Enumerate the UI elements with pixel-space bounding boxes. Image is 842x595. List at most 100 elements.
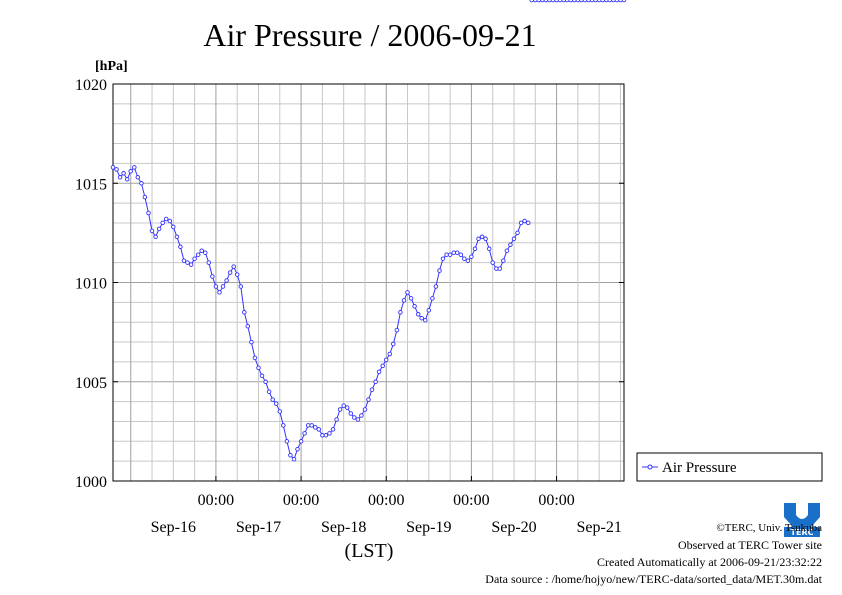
pressure-point — [437, 268, 442, 273]
pressure-point — [447, 252, 453, 257]
y-tick-labels: 1000 1005 1010 1015 1020 — [75, 77, 107, 491]
pressure-point — [614, 0, 620, 3]
pressure-point — [391, 341, 396, 347]
pressure-point — [156, 226, 162, 232]
pressure-point — [256, 365, 261, 371]
pressure-point — [114, 167, 119, 172]
pressure-point — [415, 312, 421, 317]
pressure-point — [515, 230, 520, 236]
pressure-point — [171, 224, 176, 230]
data-source-text: Data source : /home/hojyo/new/TERC-data/… — [485, 572, 822, 586]
pressure-point — [557, 0, 563, 3]
pressure-point — [387, 351, 393, 357]
pressure-point — [398, 310, 403, 315]
pressure-point — [426, 308, 432, 313]
pressure-point — [188, 262, 194, 267]
pressure-point — [462, 256, 467, 261]
pressure-point — [295, 446, 300, 452]
pressure-point — [238, 284, 244, 289]
pressure-point — [181, 258, 187, 263]
pressure-point — [298, 439, 304, 444]
legend-label: Air Pressure — [662, 460, 737, 476]
time-tick-label: 00:00 — [453, 492, 489, 509]
pressure-point — [458, 252, 464, 257]
chart-title: Air Pressure / 2006-09-21 — [203, 17, 536, 53]
pressure-point — [146, 210, 151, 216]
pressure-point — [121, 171, 126, 176]
pressure-point — [564, 0, 570, 3]
pressure-point — [344, 405, 350, 410]
pressure-point — [195, 252, 201, 257]
pressure-point — [334, 417, 339, 422]
pressure-point — [401, 298, 407, 303]
pressure-point — [316, 427, 322, 432]
time-tick-label: 00:00 — [538, 492, 574, 509]
date-tick-label: Sep-21 — [576, 519, 621, 536]
pressure-point — [355, 417, 361, 422]
pressure-point — [550, 0, 556, 3]
legend-box — [636, 452, 823, 482]
legend-marker-swatch — [647, 464, 653, 470]
pressure-point — [525, 220, 531, 226]
pressure-point — [596, 0, 602, 3]
pressure-point — [227, 270, 233, 275]
pressure-point — [376, 369, 382, 375]
pressure-point — [163, 216, 169, 222]
pressure-point — [167, 218, 173, 224]
y-tick-label: 1010 — [75, 276, 107, 293]
grid-lines — [113, 84, 624, 481]
pressure-point — [263, 379, 268, 385]
pressure-point — [302, 431, 307, 436]
y-axis-label: [hPa] — [95, 59, 128, 74]
created-text: Created Automatically at 2006-09-21/23:3… — [597, 555, 822, 569]
pressure-point — [178, 244, 183, 250]
pressure-point — [611, 0, 616, 3]
pressure-point — [504, 248, 510, 253]
pressure-point — [568, 0, 574, 3]
pressure-point — [281, 423, 286, 428]
axis-ticks — [113, 83, 624, 482]
date-tick-label: Sep-17 — [236, 519, 281, 536]
pressure-point — [593, 0, 598, 3]
pressure-point — [536, 0, 542, 3]
pressure-point — [607, 0, 613, 3]
pressure-point — [132, 165, 137, 170]
x-axis-label: (LST) — [345, 540, 394, 562]
pressure-point — [149, 228, 155, 234]
pressure-point — [153, 234, 158, 240]
pressure-point — [369, 387, 375, 392]
pressure-point — [412, 304, 417, 309]
pressure-point — [419, 315, 424, 321]
pressure-point — [430, 296, 435, 301]
pressure-point — [604, 0, 609, 3]
pressure-point — [252, 355, 258, 361]
y-tick-label: 1005 — [75, 375, 107, 392]
pressure-point — [561, 0, 566, 3]
pressure-point — [234, 272, 240, 277]
pressure-point — [497, 266, 503, 271]
pressure-point — [575, 0, 581, 3]
pressure-point — [618, 0, 623, 3]
pressure-point — [476, 236, 481, 242]
pressure-point — [139, 181, 144, 186]
logo-text: TERC — [791, 528, 814, 537]
observed-text: Observed at TERC Tower site — [677, 538, 822, 552]
pressure-point — [192, 256, 197, 261]
time-tick-label: 00:00 — [368, 492, 404, 509]
pressure-point — [554, 0, 559, 3]
pressure-point — [160, 220, 165, 226]
pressure-point — [270, 397, 275, 402]
pressure-point — [135, 175, 141, 180]
x-tick-labels: 00:00Sep-1600:00Sep-1700:00Sep-1800:00Se… — [151, 492, 622, 536]
pressure-point — [490, 260, 495, 265]
pressure-point — [245, 323, 251, 329]
pressure-point — [589, 0, 595, 3]
pressure-point — [273, 401, 279, 406]
pressure-point — [110, 165, 116, 170]
pressure-point — [185, 260, 190, 265]
pressure-point — [511, 236, 517, 242]
pressure-point — [408, 296, 414, 301]
date-tick-label: Sep-20 — [491, 519, 536, 536]
pressure-point — [309, 423, 314, 428]
